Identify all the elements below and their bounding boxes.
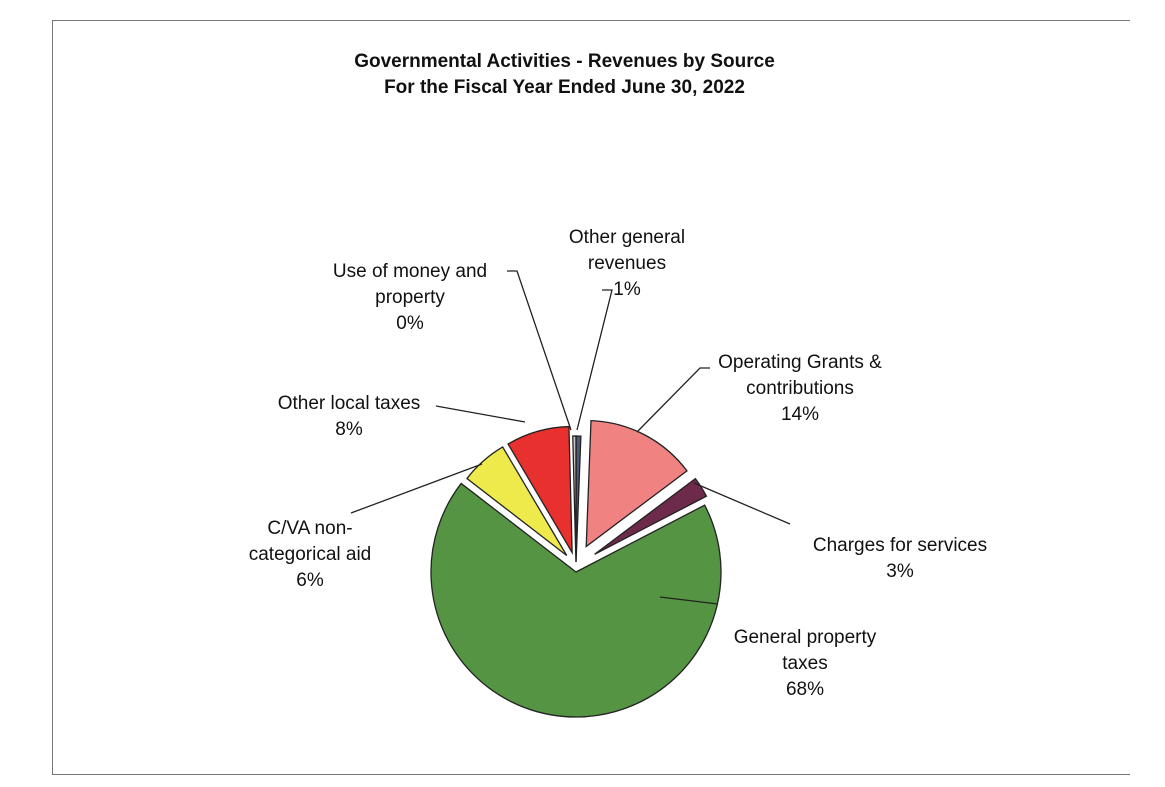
slice-label-line: Other local taxes [278,393,421,414]
slice-label: Charges for services 3% [813,535,987,582]
pie-slice-operating-grants-contributions [585,419,688,548]
slice-label-line: Operating Grants & [718,352,882,373]
pie-slice-c-va-non-categorical-aid [466,446,568,557]
slice-label: Use of money and property 0% [333,261,487,334]
leader-line [693,482,791,525]
slice-percent: 1% [613,279,641,300]
leader-line [576,289,613,431]
chart-title: Governmental Activities - Revenues by So… [354,51,775,72]
slice-percent: 0% [396,313,424,334]
chart-frame [52,20,1130,775]
slice-label: Operating Grants & contributions 14% [718,352,882,425]
leader-line [435,405,526,423]
slice-percent: 14% [781,404,819,425]
slice-label: General property taxes 68% [734,627,877,700]
slice-label-line: contributions [746,378,854,399]
leader-line [636,367,710,433]
slice-label-line: Other general [569,227,685,248]
slice-label-line: revenues [588,253,666,274]
slice-label-line: C/VA non- [267,518,352,539]
slice-label-line: General property [734,627,877,648]
slice-label-line: taxes [782,653,827,674]
leader-line [659,596,719,605]
slice-label-line: Charges for services [813,535,987,556]
slice-label: C/VA non-categorical aid 6% [249,518,372,591]
chart-subtitle: For the Fiscal Year Ended June 30, 2022 [384,77,745,98]
slice-label: Other general revenues 1% [569,227,685,300]
slice-percent: 68% [786,679,824,700]
leader-line [350,463,483,514]
slice-percent: 8% [335,419,363,440]
slice-label: Other local taxes 8% [278,393,421,440]
slice-label-line: categorical aid [249,544,372,565]
slice-percent: 3% [886,561,914,582]
pie-slice-use-of-money-and-property [572,435,577,563]
pie-slice-other-general-revenues [575,435,582,563]
slice-label-line: property [375,287,445,308]
slice-label-line: Use of money and [333,261,487,282]
pie-slice-general-property-taxes [430,482,722,718]
slice-percent: 6% [296,570,324,591]
pie-slice-other-local-taxes [507,425,573,556]
pie-slice-charges-for-services [594,477,708,555]
leader-line [507,270,572,431]
